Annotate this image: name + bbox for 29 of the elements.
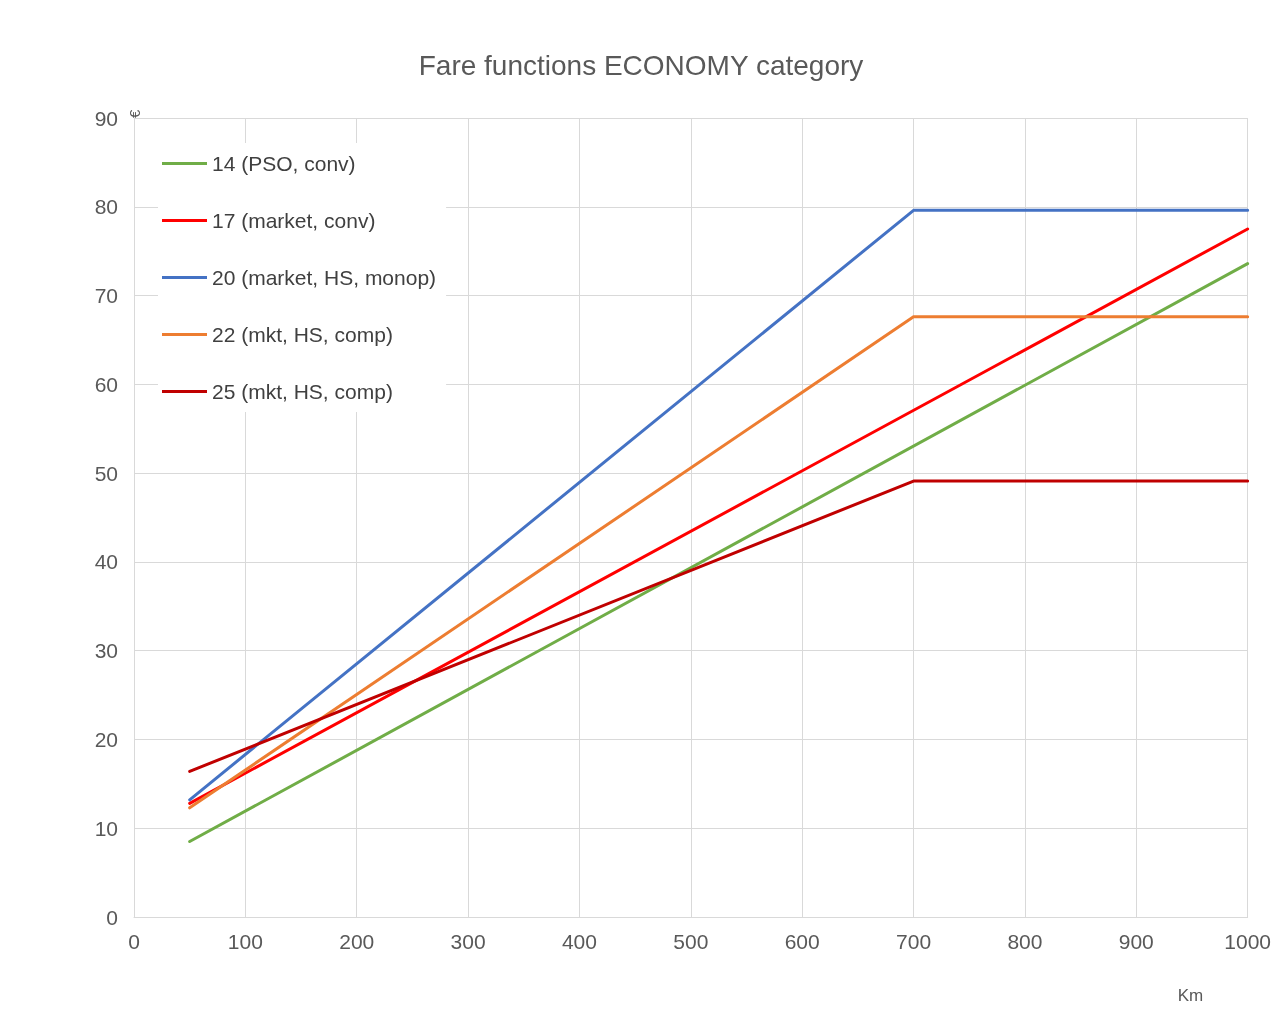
x-tick-label: 600 (784, 930, 820, 953)
x-tick-label: 100 (227, 930, 263, 953)
y-tick-label: 80 (94, 195, 118, 219)
legend-label: 20 (market, HS, monop) (212, 266, 437, 289)
y-tick-label: 60 (94, 372, 118, 396)
y-axis-title: € (125, 109, 143, 118)
y-tick-label: 0 (106, 905, 118, 929)
chart-title: Fare functions ECONOMY category (418, 49, 864, 81)
x-tick-label: 0 (128, 930, 140, 953)
legend-label: 25 (mkt, HS, comp) (212, 380, 393, 403)
x-tick-label: 300 (450, 930, 486, 953)
x-tick-label: 200 (339, 930, 375, 953)
y-tick-label: 30 (94, 639, 118, 663)
y-tick-label: 20 (94, 727, 118, 751)
x-tick-label: 900 (1118, 930, 1154, 953)
legend-label: 14 (PSO, conv) (212, 152, 356, 175)
legend-label: 17 (market, conv) (212, 209, 376, 232)
x-tick-label: 1000 (1224, 930, 1271, 953)
y-tick-label: 40 (94, 550, 118, 574)
x-axis-title: Km (1177, 986, 1204, 1005)
y-tick-label: 70 (94, 284, 118, 308)
x-tick-label: 800 (1007, 930, 1043, 953)
x-tick-label: 500 (673, 930, 709, 953)
x-tick-label: 700 (896, 930, 932, 953)
y-tick-label: 10 (94, 816, 118, 840)
legend-label: 22 (mkt, HS, comp) (212, 323, 393, 346)
y-tick-label: 90 (94, 106, 118, 130)
y-tick-label: 50 (94, 461, 118, 485)
x-tick-label: 400 (561, 930, 597, 953)
